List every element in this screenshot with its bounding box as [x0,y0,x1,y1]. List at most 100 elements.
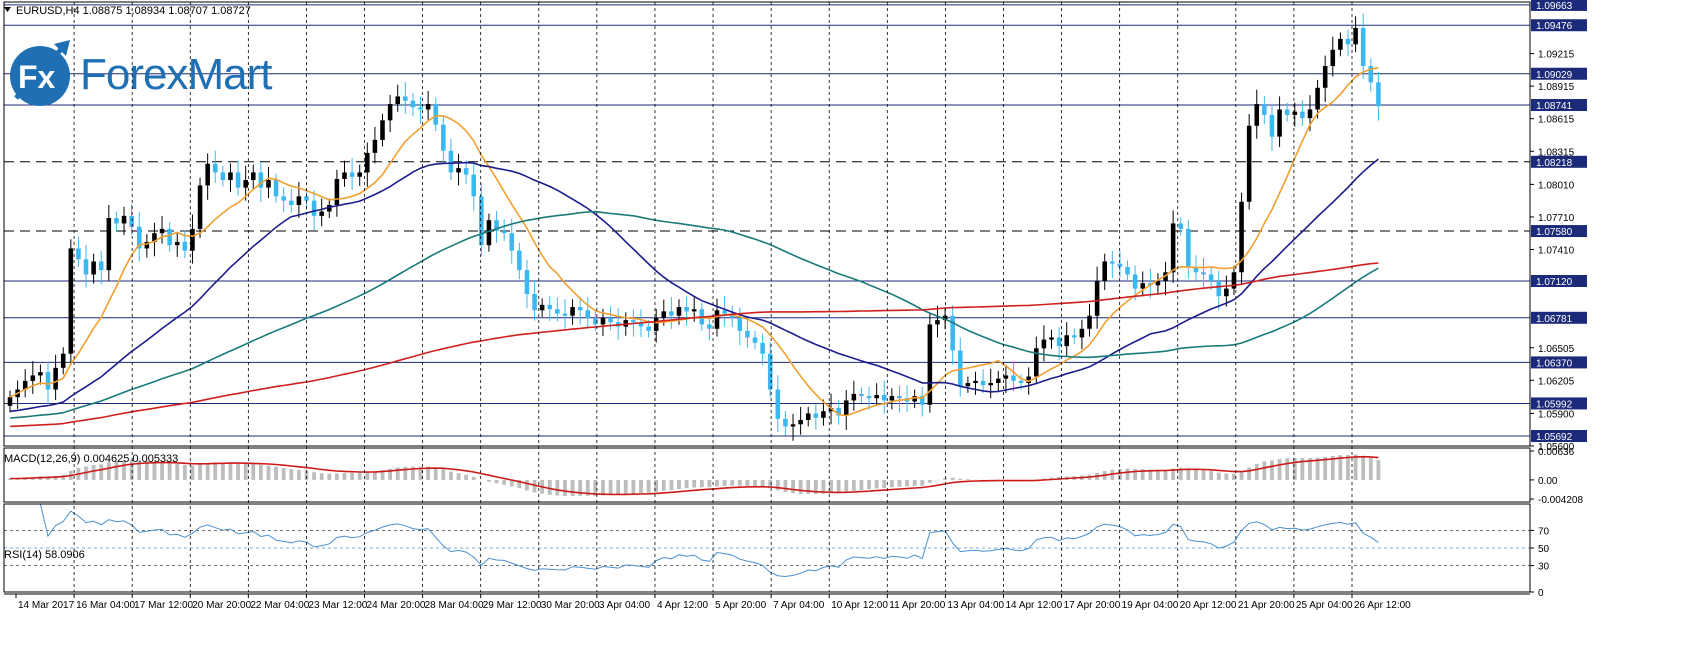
candle-body [866,396,872,399]
candle-body [1307,109,1313,119]
candle-body [707,324,712,329]
candle-body [843,400,849,416]
ma-teal-line[interactable] [9,210,1379,419]
candle-body [471,174,477,197]
candle-body [220,172,226,181]
axes: 14 Mar 2017 16 Mar 04:00 17 Mar 12:00 20 Ma… [3,0,1587,611]
candle-body [1269,114,1275,137]
candle-body [1102,261,1107,281]
candle-body [380,120,385,140]
time-tick-label: 5 Apr 20:00 [715,600,767,611]
rsi-tick-label: 0 [1538,588,1544,599]
time-tick-label: 4 Apr 12:00 [657,600,709,611]
logo-text: ForexMart [80,50,272,99]
candle-body [410,100,416,108]
candle-body [942,315,948,321]
price-pane-frame [3,1,1531,447]
candle-body [676,307,682,316]
level-price-tag [1531,19,1587,32]
candle-body [273,180,279,197]
candle-body [1246,125,1252,202]
candle-body [365,152,370,173]
candle-body [957,350,963,387]
candle-body [319,211,324,216]
candle-body [228,172,233,181]
level-price-tag [1531,99,1587,112]
level-price-label: 1.05692 [1536,432,1573,443]
candle-body [1094,280,1100,316]
ma-red-line[interactable] [9,262,1379,428]
candle-body [1254,104,1260,126]
candle-body [562,313,568,316]
candle-body [1284,109,1290,115]
level-price-label: 1.08741 [1536,101,1573,112]
candle-body [463,168,469,175]
time-tick-label: 13 Apr 04:00 [947,600,1004,611]
candle-body [159,228,165,234]
candle-body [524,270,530,295]
time-tick-label: 19 Apr 04:00 [1122,600,1179,611]
candle-body [722,310,727,314]
candle-body [38,372,43,376]
candle-body [897,396,902,399]
header-arrow-icon[interactable] [4,7,11,12]
time-tick-label: 30 Mar 20:00 [541,600,600,611]
candle-body [395,96,400,105]
price-tick-label: 1.07710 [1538,213,1575,224]
level-price-tag [1531,356,1587,369]
rsi-pane [4,503,1530,578]
level-price-label: 1.07580 [1536,227,1573,238]
candle-body [1003,375,1009,379]
candle-body [144,241,150,249]
level-price-label: 1.08218 [1536,158,1573,169]
rsi-tick-label: 70 [1538,526,1550,537]
candle-body [1155,280,1161,286]
ma-blue-line[interactable] [9,158,1379,413]
candle-body [448,150,454,173]
candle-body [1072,335,1077,338]
candle-body [1315,87,1320,110]
candle-body [45,372,51,390]
candle-body [1178,223,1184,229]
level-price-label: 1.09663 [1536,1,1573,12]
candle-body [1170,223,1176,273]
candle-body [190,228,195,251]
time-tick-label: 29 Mar 12:00 [483,600,542,611]
level-price-label: 1.09029 [1536,70,1573,81]
candle-body [456,168,461,173]
candle-body [167,228,172,246]
candle-body [638,322,644,327]
candle-body [197,185,203,229]
candle-body [752,337,758,343]
candle-body [745,330,750,338]
candle-body [539,304,545,311]
candle-body [501,231,507,234]
candle-body [1011,375,1016,381]
macd-tick-label: 0.00636 [1538,447,1575,458]
level-price-tag [1531,0,1587,11]
candle-body [1292,111,1298,115]
candle-body [684,307,689,312]
candle-body [859,393,864,397]
candle-body [1216,280,1222,297]
candle-body [1117,263,1123,267]
candle-body [661,311,667,318]
candle-body [555,309,560,314]
candle-body [342,172,347,179]
candle-body [570,307,575,316]
candle-body [152,233,157,242]
price-pane[interactable] [4,4,1530,441]
candle-body [1368,66,1374,83]
candle-body [1360,28,1366,67]
time-tick-label: 3 Apr 04:00 [599,600,651,611]
time-tick-label: 26 Apr 12:00 [1354,600,1411,611]
candle-body [327,205,332,212]
candle-body [851,393,857,401]
candle-body [281,196,286,201]
candle-body [585,310,591,318]
candle-body [486,220,492,246]
candle-body [250,172,256,181]
candle-body [258,172,264,188]
candle-body [311,200,317,216]
